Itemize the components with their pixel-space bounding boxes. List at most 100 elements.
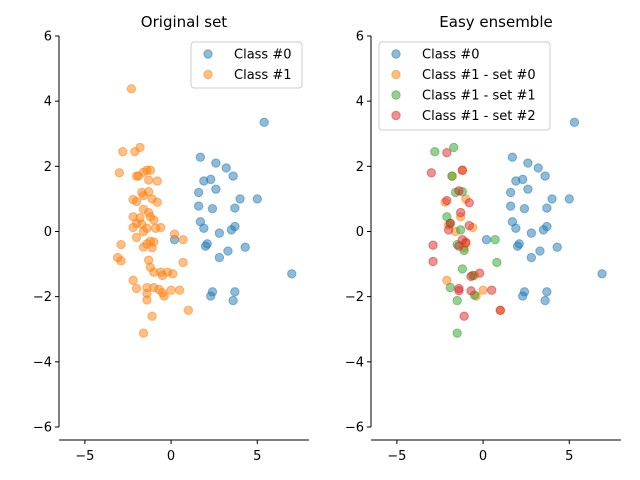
data-point	[540, 171, 550, 181]
data-point	[226, 225, 237, 235]
data-point	[228, 171, 238, 181]
data-point	[442, 147, 452, 158]
data-point	[214, 228, 225, 238]
x-tick-label: 5	[565, 449, 573, 464]
data-point	[511, 176, 521, 186]
data-point	[454, 186, 464, 196]
data-point	[442, 195, 452, 206]
data-point	[138, 226, 149, 237]
data-point	[449, 142, 459, 153]
data-point	[466, 286, 476, 296]
data-point	[259, 117, 269, 128]
legend-label: Class #1 - set #0	[422, 68, 536, 83]
data-point	[142, 295, 152, 305]
data-point	[523, 184, 533, 194]
data-point	[131, 171, 142, 181]
data-point	[118, 146, 128, 157]
data-point	[486, 285, 497, 295]
y-tick-label: 4	[44, 95, 52, 110]
legend: Class #0 Class #1 - set #0 Class #1 - set …	[378, 41, 551, 131]
data-point	[474, 268, 485, 278]
data-point	[492, 257, 502, 268]
x-tick-label: −5	[75, 449, 94, 464]
y-tick-label: 6	[44, 30, 52, 45]
data-point	[505, 201, 516, 211]
chart-title: Easy ensemble	[439, 13, 552, 31]
data-point	[228, 295, 238, 306]
data-point	[518, 291, 528, 301]
data-point	[519, 203, 530, 214]
y-tick-label: 2	[44, 160, 52, 175]
data-point	[597, 269, 607, 279]
data-point	[454, 286, 464, 296]
data-point	[495, 305, 506, 316]
data-point	[207, 203, 218, 214]
legend-marker	[391, 49, 401, 59]
data-point	[466, 271, 476, 282]
data-point	[138, 190, 149, 201]
data-point	[147, 243, 157, 253]
legend-marker	[203, 49, 213, 59]
data-point	[490, 234, 500, 245]
y-tick-label: −2	[33, 290, 52, 305]
data-point	[552, 242, 562, 252]
data-point	[149, 267, 159, 277]
y-tick-label: 6	[356, 30, 364, 45]
data-point	[178, 257, 188, 268]
x-tick-label: 0	[167, 449, 175, 464]
data-point	[199, 176, 209, 186]
chart-title: Original set	[141, 13, 228, 31]
data-point	[147, 311, 157, 321]
data-point	[542, 287, 552, 297]
data-point	[149, 215, 159, 225]
data-point	[183, 305, 194, 316]
data-point	[511, 223, 521, 233]
data-point	[538, 225, 549, 235]
data-point	[126, 84, 137, 94]
data-point	[193, 187, 204, 198]
data-point	[152, 176, 162, 186]
data-point	[128, 275, 138, 286]
y-tick-label: −4	[345, 355, 364, 370]
data-point	[526, 252, 537, 263]
data-point	[214, 252, 225, 263]
legend: Class #0 Class #1	[190, 41, 303, 89]
legend-marker	[391, 69, 401, 80]
data-point	[428, 240, 438, 250]
data-point	[193, 201, 204, 211]
data-point	[454, 241, 464, 251]
data-point	[211, 158, 221, 168]
y-tick-label: 0	[44, 225, 52, 240]
legend-label: Class #1 - set #2	[422, 109, 536, 124]
x-tick-label: −5	[387, 449, 406, 464]
legend-frame	[378, 41, 551, 131]
data-point	[150, 223, 161, 233]
data-point	[430, 146, 440, 157]
data-point	[116, 239, 126, 250]
data-point	[443, 225, 454, 235]
data-point	[455, 207, 466, 218]
data-point	[114, 168, 125, 178]
legend-marker	[391, 90, 401, 100]
data-point	[143, 175, 154, 185]
data-point	[166, 285, 176, 295]
data-point	[533, 163, 543, 173]
legend-label: Class #1 - set #1	[422, 89, 536, 104]
data-point	[169, 229, 180, 239]
data-point	[452, 295, 462, 306]
data-point	[564, 194, 574, 204]
legend-marker	[391, 110, 401, 121]
data-point	[287, 269, 297, 279]
legend-frame	[190, 41, 303, 89]
data-point	[523, 158, 533, 168]
y-tick-label: 4	[356, 95, 364, 110]
data-point	[457, 264, 468, 274]
data-point	[452, 328, 462, 338]
data-point	[240, 242, 250, 252]
data-point	[464, 198, 474, 208]
legend-marker	[203, 69, 213, 80]
data-point	[526, 228, 537, 238]
data-point	[138, 242, 149, 252]
